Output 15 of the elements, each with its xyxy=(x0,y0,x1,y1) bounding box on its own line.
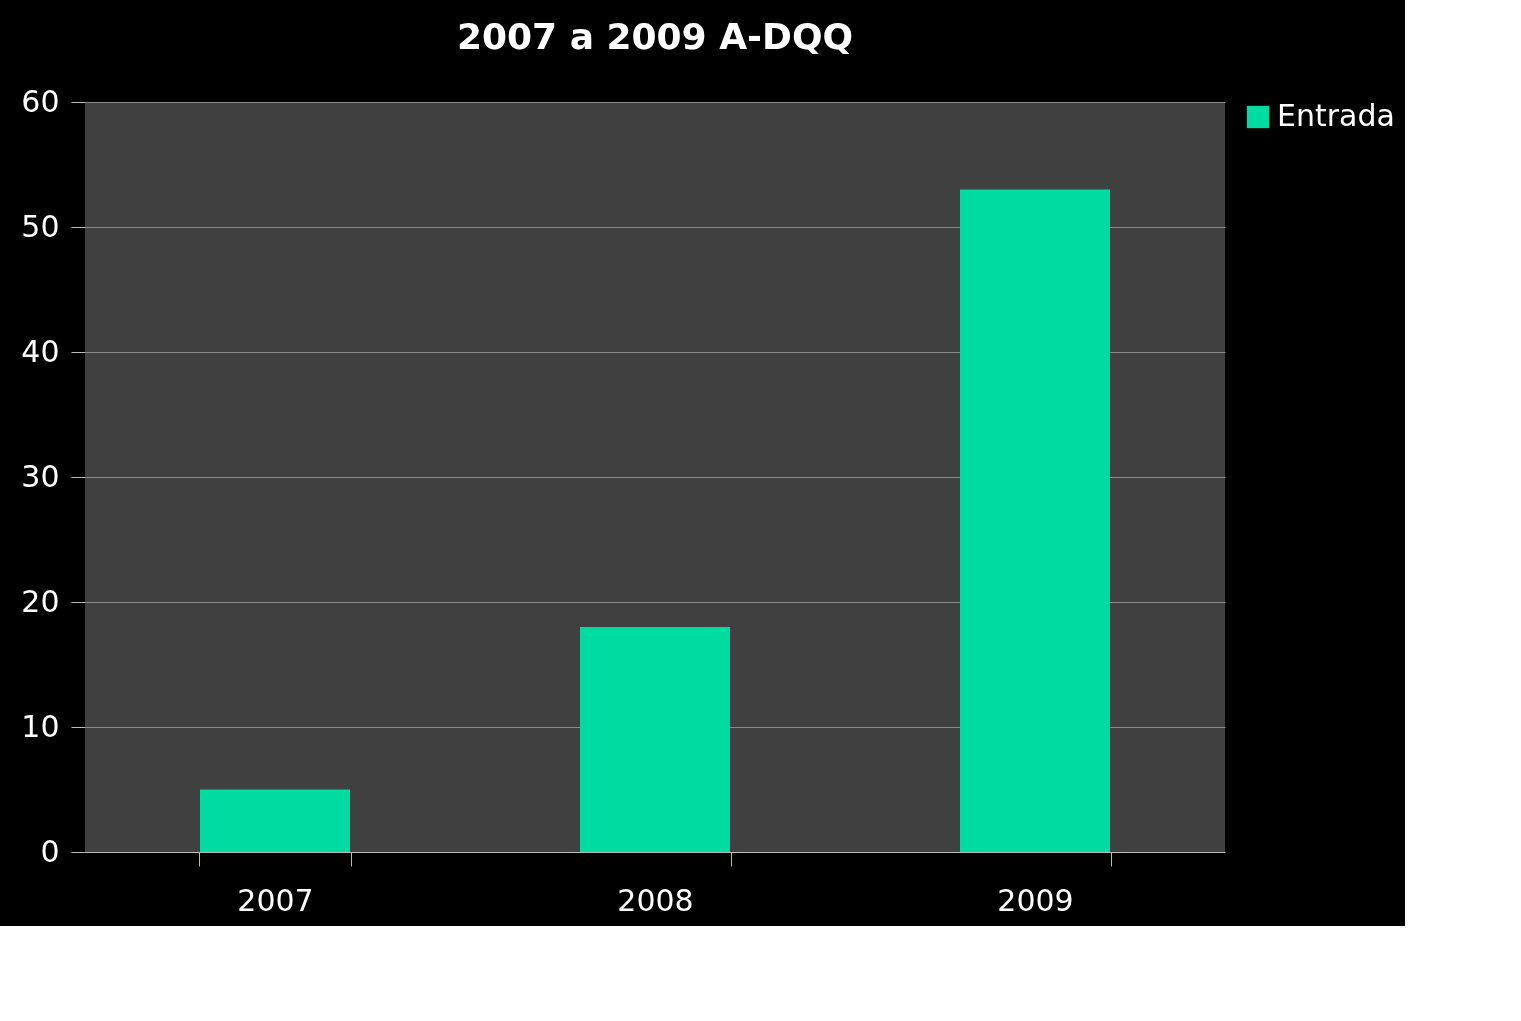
bar xyxy=(960,189,1110,852)
y-tick-label: 50 xyxy=(21,208,60,244)
x-tick-label: 2008 xyxy=(617,882,694,918)
bar xyxy=(200,789,350,852)
x-tick-label: 2007 xyxy=(237,882,314,918)
y-tick-label: 10 xyxy=(21,708,60,744)
x-tick-label: 2009 xyxy=(997,882,1074,918)
y-tick-label: 20 xyxy=(21,583,60,619)
y-tick-label: 40 xyxy=(21,333,60,369)
y-tick-label: 60 xyxy=(21,83,60,119)
chart-title: 2007 a 2009 A-DQQ xyxy=(456,16,854,57)
bar xyxy=(580,627,730,852)
legend-label: Entrada xyxy=(1277,98,1395,133)
y-tick-label: 30 xyxy=(21,458,60,494)
y-tick-label: 0 xyxy=(40,833,60,869)
